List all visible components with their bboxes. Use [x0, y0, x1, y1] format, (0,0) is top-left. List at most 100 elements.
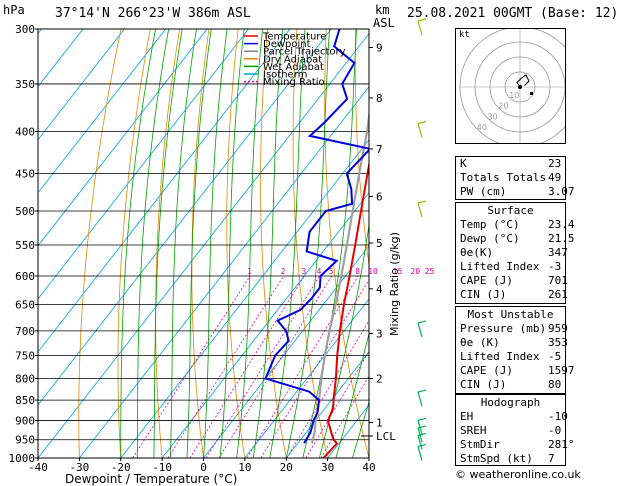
- hodograph-table-title: Hodograph: [480, 396, 541, 409]
- row-key: CIN (J): [460, 288, 507, 301]
- row-value: 353: [548, 336, 568, 349]
- row-value: 347: [548, 246, 568, 259]
- pressure-tick-label: 400: [15, 126, 35, 139]
- isotherm-line: [38, 29, 208, 247]
- row-value: 1597: [548, 364, 575, 377]
- dry-adiabat-line: [155, 29, 180, 458]
- pressure-tick-label: 950: [15, 434, 35, 447]
- pressure-tick-label: 600: [15, 270, 35, 283]
- hodograph-ring: [459, 26, 581, 148]
- km-tick-label: 1: [376, 416, 383, 429]
- pressure-tick-label: 900: [15, 414, 35, 427]
- wet-adiabat-line: [203, 29, 228, 458]
- row-value: 959: [548, 322, 568, 335]
- most-unstable-table: Most Unstable Pressure (mb) 959 θe (K) 353 L…: [455, 306, 575, 394]
- hodograph-ring-label: 10: [509, 91, 519, 100]
- row-key: Pressure (mb): [460, 322, 547, 335]
- row-key: Lifted Index: [460, 260, 540, 273]
- legend-label: Mixing Ratio: [263, 77, 325, 88]
- isotherm-line: [161, 192, 369, 458]
- isotherm-line: [285, 351, 369, 458]
- pressure-tick-label: 850: [15, 394, 35, 407]
- wind-barb: [417, 389, 427, 407]
- km-tick-label: LCL: [376, 430, 396, 443]
- x-tick-label: 40: [362, 461, 375, 474]
- table-row: Lifted Index -3: [456, 260, 565, 274]
- row-value: 80: [548, 378, 562, 391]
- wind-barb: [417, 432, 427, 450]
- legend-label: Isotherm: [263, 70, 307, 81]
- mixing-ratio-line: [260, 278, 369, 458]
- row-value: 701: [548, 274, 568, 287]
- row-key: Temp (°C): [460, 218, 520, 231]
- wind-barb: [417, 18, 427, 36]
- row-value: 281°: [548, 438, 575, 451]
- mixing-ratio-label: 5: [329, 267, 334, 276]
- row-key: θe (K): [460, 336, 500, 349]
- pressure-tick-label: 700: [15, 325, 35, 338]
- legend-label: Dry Adiabat: [263, 54, 322, 65]
- pressure-tick-label: 1000: [9, 452, 36, 465]
- wind-barb: [417, 443, 427, 461]
- table-row: SREH -0: [456, 424, 565, 438]
- x-tick-label: 20: [280, 461, 293, 474]
- wind-barb: [417, 320, 427, 338]
- row-value: -10: [548, 410, 568, 423]
- table-row: K 23: [456, 157, 565, 171]
- dry-adiabat-line: [78, 29, 122, 458]
- table-row: StmDir 281°: [456, 438, 575, 452]
- row-value: 261: [548, 288, 568, 301]
- km-tick-label: 9: [376, 42, 383, 55]
- row-value: 21.5: [548, 232, 575, 245]
- mixing-ratio-label: 25: [425, 267, 435, 276]
- row-value: -3: [548, 260, 562, 273]
- surface-title: Surface: [487, 204, 534, 217]
- dewpoint-line: [264, 29, 369, 444]
- wet-adiabat-line: [352, 400, 369, 458]
- hodograph-kt-label: kt: [459, 30, 470, 40]
- table-row: Temp (°C) 23.4: [456, 218, 575, 232]
- km-tick-label: 6: [376, 190, 383, 203]
- surface-table: Surface Temp (°C) 23.4 Dewp (°C) 21.5 θe(K) 3…: [455, 202, 575, 304]
- dry-adiabat-line: [226, 29, 246, 458]
- hpa-label: hPa: [3, 3, 25, 17]
- isotherm-line: [38, 32, 369, 458]
- mixing-ratio-label: 10: [368, 267, 378, 276]
- row-value: -5: [548, 350, 562, 363]
- x-tick-label: -20: [111, 461, 131, 474]
- mixing-ratio-label: 4: [317, 267, 322, 276]
- legend-label: Parcel Trajectory: [263, 47, 346, 58]
- isotherm-line: [38, 29, 84, 88]
- km-tick-label: 4: [376, 283, 383, 296]
- temperature-line: [322, 160, 369, 458]
- pressure-tick-label: 800: [15, 372, 35, 385]
- table-row: EH -10: [456, 410, 568, 424]
- km-tick-label: 7: [376, 143, 383, 156]
- hodograph-origin: [518, 85, 522, 89]
- mixing-ratio-line: [246, 275, 359, 458]
- row-key: PW (cm): [460, 185, 507, 198]
- wet-adiabat-line: [120, 29, 156, 458]
- table-row: CIN (J) 261: [456, 288, 568, 302]
- pressure-tick-label: 500: [15, 205, 35, 218]
- isotherm-line: [120, 139, 369, 458]
- table-row: θe(K) 347: [456, 246, 568, 260]
- row-key: SREH: [460, 424, 487, 437]
- mixing-ratio-line: [205, 275, 320, 458]
- mixing-ratio-label: 3: [301, 267, 306, 276]
- row-key: CIN (J): [460, 378, 507, 391]
- table-row: θe (K) 353: [456, 336, 568, 350]
- km-tick-label: 8: [376, 92, 383, 105]
- dry-adiabat-line: [191, 29, 210, 458]
- row-key: StmDir: [460, 438, 500, 451]
- wind-barb: [417, 120, 427, 138]
- hodograph-table: Hodograph EH -10 SREH -0 StmDir 281° StmSpd (k…: [455, 394, 575, 466]
- plot-area: [38, 29, 369, 458]
- mixing-ratio-axis-label: Mixing Ratio (g/kg): [388, 232, 401, 336]
- wet-adiabat-line: [236, 29, 263, 458]
- hodograph-ring-label: 30: [488, 112, 498, 121]
- row-value: 23.4: [548, 218, 575, 231]
- pressure-tick-label: 650: [15, 299, 35, 312]
